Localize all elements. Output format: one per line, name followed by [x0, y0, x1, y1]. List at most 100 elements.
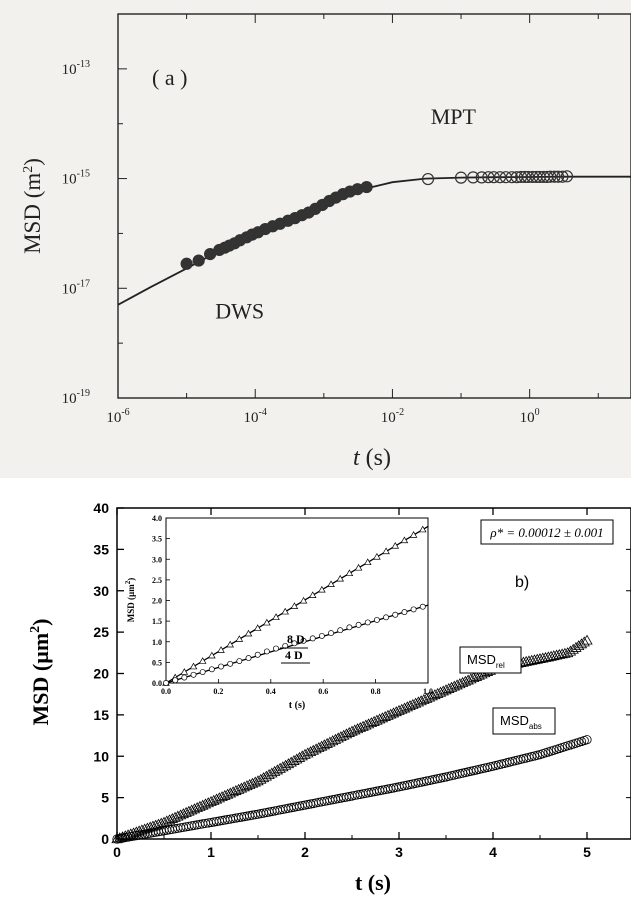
msd-rel-data-point: [279, 759, 292, 770]
inset-4d-data-point: [273, 645, 279, 652]
msd-rel-data-point: [244, 778, 256, 789]
msd-rel-data-point: [570, 641, 582, 652]
inset-4d-data-point: [383, 614, 390, 621]
msd-rel-data-point: [573, 640, 585, 651]
mpt-data-point: [487, 171, 500, 184]
inset-4d-data-point: [300, 637, 307, 644]
inset-x-tick-label: 0.4: [266, 687, 276, 696]
msd-rel-data-point: [448, 680, 460, 691]
panel-a-x-tick-label: 100: [520, 407, 540, 426]
inset-y-tick-label: 3.0: [152, 555, 162, 564]
msd-rel-data-point: [456, 676, 469, 687]
inset-8d-data-point: [373, 552, 381, 560]
panel-b-ticks: [116, 507, 631, 840]
rho-label: ρ* = 0.00012 ± 0.001: [489, 525, 603, 540]
msd-rel-data-point: [285, 756, 297, 767]
panel-a-y-tick-label-base: 10: [62, 172, 77, 188]
msd-rel-data-point: [111, 833, 123, 844]
msd-rel-data-point: [329, 733, 342, 744]
inset-4d-data-point: [373, 616, 380, 623]
panel-a-y-tick-label-exp: -13: [77, 59, 90, 70]
msd-rel-data-point: [125, 828, 137, 839]
inset-points: [162, 525, 427, 686]
inset-4d-data-point: [337, 627, 344, 634]
inset-8d-data-point: [189, 662, 198, 670]
panel-a-x-tick-label-exp: -4: [259, 407, 267, 418]
msd-rel-data-point: [459, 675, 472, 686]
msd-rel-data-point: [321, 737, 333, 748]
mpt-data-point: [552, 170, 565, 183]
dws-data-point: [192, 254, 205, 267]
msd-rel-data-point: [197, 799, 209, 810]
msd-rel-data-point: [296, 750, 308, 761]
msd-rel-data-point: [166, 812, 178, 823]
inset-4d-data-point: [355, 621, 362, 628]
msd-rel-data-point: [473, 669, 485, 680]
inset-8d-data-point: [244, 629, 253, 637]
inset-8d-data-point: [418, 525, 427, 533]
msd-rel-data-point: [362, 718, 375, 729]
msd-rel-data-point: [172, 810, 184, 821]
msd-rel-data-point: [174, 809, 187, 820]
msd-rel-data-point: [315, 740, 328, 751]
msd-rel-data-point: [567, 643, 579, 654]
inset-4d-data-point: [218, 663, 224, 670]
rho-box: [480, 519, 614, 545]
legend-label-rel-sub: rel: [496, 661, 505, 670]
inset-4d-data-point: [227, 660, 234, 667]
inset-8d-data-point: [363, 558, 372, 566]
inset-8d-data-point: [409, 531, 418, 538]
panel-b-y-tick-label: 15: [93, 707, 109, 723]
inset-4d-data-point: [282, 642, 289, 649]
legend-label-abs: MSDabs: [500, 713, 542, 731]
inset-y-tick-label: 4.0: [152, 514, 162, 523]
panel-a-frame: [117, 13, 631, 399]
inset-x-tick-label: 0.6: [318, 687, 328, 696]
inset-8d-data-point: [308, 591, 317, 598]
inset-8d-data-point: [391, 541, 400, 549]
msd-rel-data-point: [445, 681, 458, 692]
msd-rel-data-point: [194, 800, 206, 811]
mpt-data-point: [544, 170, 557, 183]
panel-a-y-tick-label: 10-17: [62, 278, 90, 297]
msd-rel-data-point: [208, 794, 220, 805]
msd-rel-data-point: [379, 711, 391, 721]
panel-b-y-tick-label: 5: [101, 790, 109, 806]
msd-rel-data-point: [376, 712, 389, 723]
msd-rel-data-point: [429, 689, 441, 700]
inset-8d-data-point: [253, 624, 262, 631]
msd-rel-data-point: [434, 686, 447, 697]
panel-b-y-tick-label: 35: [93, 541, 109, 557]
msd-rel-data-point: [302, 747, 314, 758]
inset-annotation-8d: 8 D: [287, 632, 305, 646]
inset-8d-data-point: [180, 668, 189, 675]
msd-rel-data-point: [266, 767, 278, 778]
msd-rel-data-point: [332, 732, 344, 743]
msd-rel-data-point: [443, 683, 455, 693]
panel-b-tick-labels: 0 1 2 3 4 5 0 5 10 15 20 25 30 35 40: [93, 500, 591, 860]
inset-8d-data-point: [345, 569, 354, 577]
legend-box-abs: [492, 707, 556, 735]
msd-rel-data-point: [401, 701, 413, 712]
msd-rel-data-point: [581, 634, 593, 645]
panel-b-label: b): [515, 574, 529, 591]
panel-b-y-tick-label: 10: [93, 748, 109, 764]
inset-8d-data-point: [263, 618, 271, 626]
panel-a-x-tick-label: 10-6: [106, 407, 129, 426]
mpt-data-point: [560, 170, 574, 183]
mpt-data-point: [556, 170, 569, 183]
msd-rel-data-point: [393, 704, 405, 715]
inset-y-tick-label: 1.0: [152, 638, 162, 647]
msd-rel-data-point: [188, 803, 201, 814]
inset-8d-data-point: [290, 602, 299, 609]
msd-rel-data-point: [246, 777, 259, 788]
legend-box-rel: [459, 646, 522, 674]
msd-rel-data-point: [310, 743, 322, 754]
inset-8d-data-point: [198, 657, 207, 664]
inset-8d-data-point: [272, 613, 280, 620]
inset-annotation-4d: 4 D: [285, 648, 303, 662]
panel-a-x-tick-label-exp: -2: [396, 407, 404, 418]
panel-a-y-tick-label-base: 10: [62, 391, 77, 407]
panel-a-y-tick-label-exp: -15: [77, 169, 90, 180]
